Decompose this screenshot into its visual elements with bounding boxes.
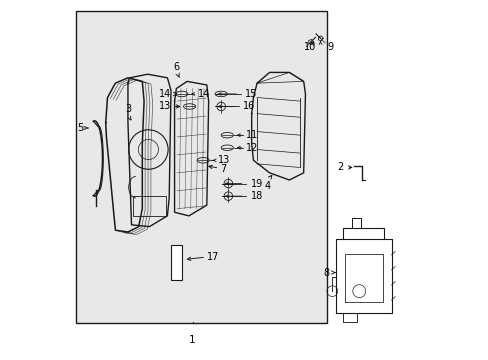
Text: 1: 1 <box>189 334 195 345</box>
Text: 18: 18 <box>250 191 263 201</box>
Bar <box>133 196 165 216</box>
Bar <box>76 12 326 323</box>
Text: 8: 8 <box>323 267 329 278</box>
Text: 10: 10 <box>304 42 316 51</box>
Text: 7: 7 <box>220 164 226 174</box>
Text: 4: 4 <box>264 181 270 191</box>
Text: 16: 16 <box>243 102 255 112</box>
Text: 14: 14 <box>159 89 171 99</box>
Text: 17: 17 <box>206 252 219 262</box>
Text: 3: 3 <box>124 104 131 114</box>
Text: 19: 19 <box>250 179 263 189</box>
Text: 2: 2 <box>337 162 343 172</box>
Text: 5: 5 <box>77 123 83 133</box>
Text: 14: 14 <box>198 89 210 99</box>
Bar <box>171 244 182 280</box>
Text: 13: 13 <box>217 155 229 165</box>
Text: 13: 13 <box>159 102 171 112</box>
Text: 6: 6 <box>173 62 179 72</box>
Text: 12: 12 <box>246 143 258 153</box>
Text: 15: 15 <box>244 89 257 99</box>
Text: 9: 9 <box>326 42 332 51</box>
Text: 11: 11 <box>246 130 258 140</box>
